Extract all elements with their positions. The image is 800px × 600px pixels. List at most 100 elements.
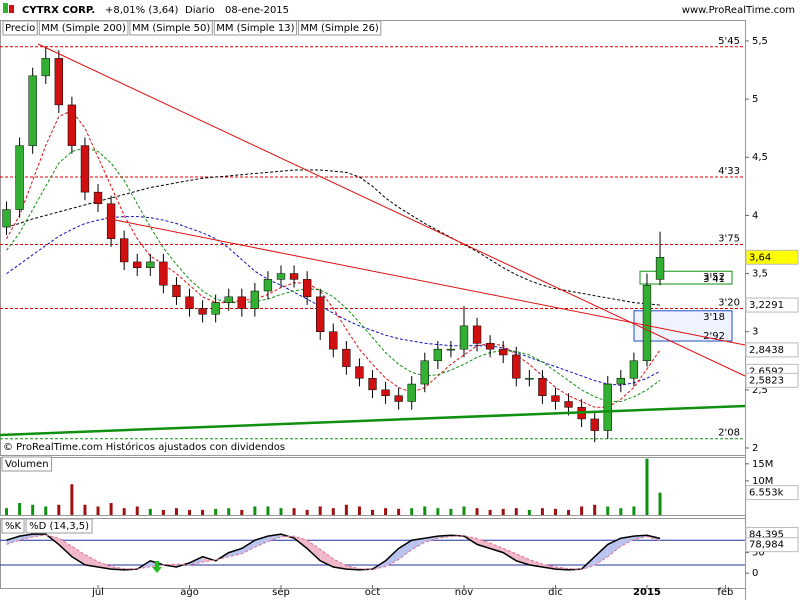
- candle-body: [172, 284, 181, 298]
- volume-bar: [344, 504, 348, 515]
- candle-body: [433, 348, 443, 362]
- stoch-fill: [333, 558, 347, 570]
- y-tick-label: 0: [752, 568, 758, 579]
- candle-body: [459, 325, 469, 350]
- candle-body: [446, 348, 456, 351]
- stoch-fill: [58, 538, 72, 557]
- candle-body: [119, 238, 129, 263]
- legend-box: [38, 20, 129, 36]
- candle-body: [263, 279, 273, 292]
- candle-body: [485, 343, 495, 350]
- volume-bar: [109, 503, 113, 515]
- candle-body: [342, 348, 351, 367]
- candle-body: [146, 261, 155, 268]
- y-tick-label: 4,5: [752, 152, 768, 163]
- candle-body: [655, 257, 665, 280]
- volume-bar: [449, 508, 453, 515]
- volume-bar: [318, 506, 322, 515]
- value-tag-label: 84,395: [749, 529, 784, 540]
- stoch-fill: [477, 538, 491, 549]
- volume-bar: [18, 503, 22, 515]
- volume-bar: [384, 508, 388, 515]
- legend-item: MM (Simple 26): [301, 23, 379, 34]
- volume-bar: [371, 509, 374, 515]
- candle-body: [525, 377, 534, 380]
- candle-body: [211, 302, 220, 315]
- volume-bar: [253, 506, 257, 515]
- candle-body: [80, 145, 90, 193]
- stoch-fill: [620, 536, 634, 547]
- legend-box: [1, 456, 53, 472]
- volume-bar: [488, 509, 492, 515]
- stoch-fill: [307, 540, 321, 561]
- candle-body: [302, 279, 312, 298]
- volume-bar: [83, 504, 87, 515]
- legend-box: [213, 20, 298, 36]
- candle-body: [512, 354, 521, 379]
- volume-bar: [305, 509, 309, 515]
- candle-body: [237, 296, 246, 309]
- candle-body: [276, 273, 286, 280]
- zone-label: 2'92: [703, 331, 725, 342]
- volume-bar: [5, 508, 9, 515]
- series-line: [6, 533, 661, 571]
- volume-bar: [580, 506, 584, 515]
- volume-bar: [227, 508, 231, 515]
- candle-body: [159, 261, 168, 286]
- zone-label: 3'18: [703, 312, 725, 323]
- volume-bar: [527, 509, 531, 515]
- volume-bar: [397, 508, 401, 515]
- legend-item: %K: [5, 521, 22, 532]
- volume-bar: [148, 508, 152, 515]
- candle-body: [15, 145, 24, 210]
- volume-bar: [436, 508, 440, 515]
- volume-bar: [553, 508, 557, 515]
- candle-body: [472, 325, 482, 344]
- volume-bar: [514, 508, 518, 515]
- candle-body: [133, 261, 142, 268]
- stoch-fill: [254, 536, 268, 548]
- stoch-fill: [503, 548, 517, 561]
- legend-box: [298, 20, 382, 36]
- series-line: [6, 147, 661, 402]
- stoch-fill: [84, 554, 99, 567]
- candle-body: [2, 209, 11, 228]
- trend-line: [104, 217, 746, 346]
- volume-bar: [31, 504, 35, 515]
- stoch-fill: [411, 538, 425, 550]
- volume-bar: [201, 509, 205, 515]
- value-tag-label: 2,8438: [749, 345, 784, 356]
- value-tag: [745, 297, 799, 313]
- x-tick-label: ago: [180, 587, 199, 598]
- zone-label: 3'41: [703, 274, 725, 285]
- site: www.ProRealTime.com: [682, 5, 795, 16]
- y-tick-label: 2,5: [752, 385, 768, 396]
- value-tag: [745, 485, 799, 501]
- volume-bar: [292, 508, 296, 515]
- stoch-fill: [607, 538, 621, 557]
- y-tick-label: 5,5: [752, 36, 768, 47]
- candle-body: [54, 58, 63, 106]
- volume-bar: [240, 509, 244, 515]
- stoch-fill: [490, 543, 504, 553]
- x-tick-label: dic: [548, 587, 563, 598]
- level-label: 3'75: [718, 233, 740, 244]
- series-line: [6, 534, 661, 571]
- candle-body: [499, 348, 508, 356]
- volume-bar: [606, 506, 610, 515]
- volume-bar: [188, 509, 192, 515]
- logo-icon: [3, 3, 8, 13]
- volume-bar: [70, 484, 74, 515]
- y-tick-label: 3,5: [752, 269, 768, 280]
- legend-item: MM (Simple 200): [41, 23, 126, 34]
- value-tag: [745, 372, 799, 388]
- volume-bar: [161, 509, 165, 515]
- candle-body: [564, 401, 573, 408]
- candle-body: [420, 360, 429, 385]
- footer: © ProRealTime.com Históricos ajustados c…: [3, 441, 285, 453]
- candle-body: [106, 203, 116, 239]
- change: +8,01% (3,64): [105, 5, 178, 16]
- candle-body: [250, 290, 260, 309]
- candle-body: [185, 296, 194, 309]
